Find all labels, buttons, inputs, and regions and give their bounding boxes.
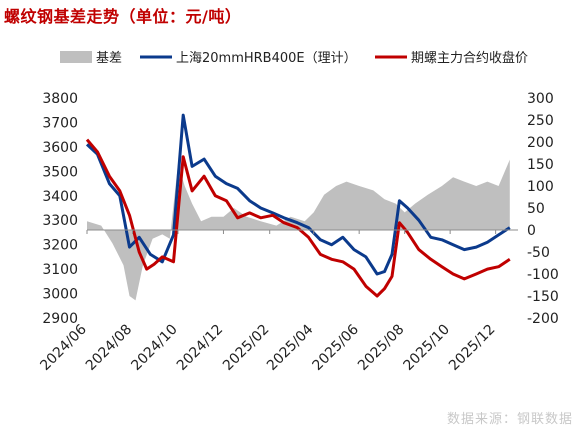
legend: 基差 上海20mmHRB400E（理计） 期螺主力合约收盘价 (60, 50, 528, 66)
x-tick-label: 2025/04 (264, 321, 317, 374)
chart-title: 螺纹钢基差走势（单位：元/吨） (4, 7, 242, 26)
y-left-tick-label: 3300 (42, 213, 78, 229)
legend-label: 期螺主力合约收盘价 (411, 50, 528, 66)
y-right-tick-label: 250 (527, 113, 554, 129)
y-right-tick-label: -100 (527, 267, 559, 283)
legend-swatch (60, 51, 92, 63)
y-left-tick-label: 3800 (42, 91, 78, 107)
spot-price-line (85, 113, 511, 276)
y-left-tick-label: 3400 (42, 189, 78, 205)
y-right-tick-label: 200 (527, 135, 554, 151)
y-left-tick-label: 3700 (42, 115, 78, 131)
y-left-tick-label: 2900 (42, 311, 78, 327)
y-left-tick-label: 3100 (42, 262, 78, 278)
legend-item-2: 上海20mmHRB400E（理计） (140, 51, 357, 66)
y-left-tick-label: 3000 (42, 287, 78, 303)
legend-label: 上海20mmHRB400E（理计） (176, 51, 357, 66)
legend-item-1: 基差 (60, 51, 122, 66)
x-tick-label: 2024/12 (174, 322, 226, 374)
y-right-tick-label: -150 (527, 289, 559, 305)
y-left-tick-label: 3600 (42, 140, 78, 156)
y-left-tick-label: 3200 (42, 238, 78, 254)
x-tick-label: 2025/02 (220, 322, 272, 374)
x-tick-label: 2024/06 (37, 321, 90, 374)
x-tick-label: 2024/10 (128, 322, 180, 374)
futures-price-line (85, 138, 511, 298)
y-right-tick-label: -200 (527, 311, 559, 327)
y-right-tick-label: 300 (527, 91, 554, 107)
y-left-tick-label: 3500 (42, 164, 78, 180)
y-right-tick-label: 50 (527, 201, 545, 217)
x-tick-label: 2025/12 (446, 322, 498, 374)
y-right-tick-label: 150 (527, 157, 554, 173)
x-tick-label: 2025/10 (401, 322, 453, 374)
legend-item-3: 期螺主力合约收盘价 (375, 50, 528, 66)
y-right-tick-label: 0 (527, 223, 536, 239)
x-tick-label: 2024/08 (83, 322, 135, 374)
legend-label: 基差 (96, 51, 122, 66)
x-tick-label: 2025/08 (355, 322, 407, 374)
y-right-tick-label: -50 (527, 245, 550, 261)
source-note: 数据来源：钢联数据 (446, 412, 573, 427)
x-tick-label: 2025/06 (310, 321, 363, 374)
y-right-tick-label: 100 (527, 179, 554, 195)
